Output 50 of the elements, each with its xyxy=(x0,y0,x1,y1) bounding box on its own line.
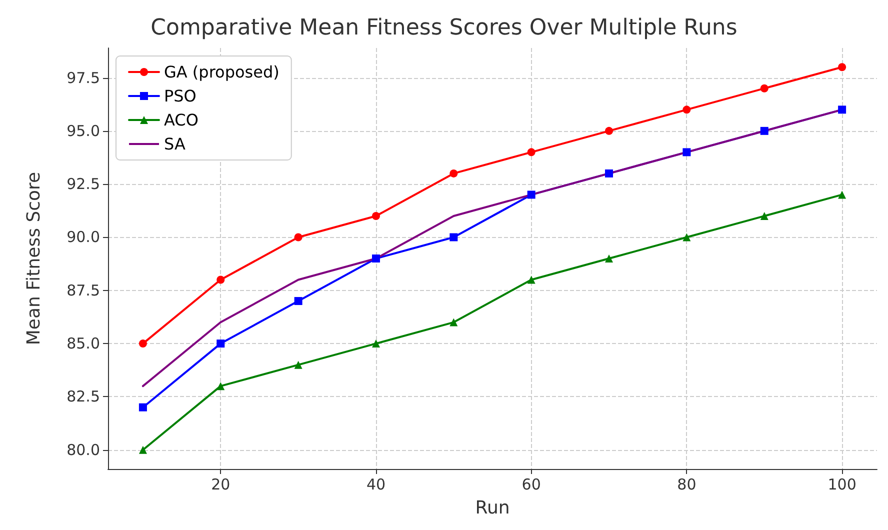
point xyxy=(294,360,302,369)
point xyxy=(527,276,536,284)
y-tick-label: 95.0 xyxy=(66,122,100,140)
y-tick-label: 87.5 xyxy=(66,281,100,300)
y-tick-label: 85.0 xyxy=(66,334,100,353)
point xyxy=(372,340,380,348)
point xyxy=(216,382,225,390)
point xyxy=(216,276,225,284)
point xyxy=(682,148,691,156)
legend-label: PSO xyxy=(164,86,196,106)
point xyxy=(838,106,846,114)
y-axis-title: Mean Fitness Score xyxy=(24,172,44,346)
point xyxy=(450,233,458,242)
legend-label: ACO xyxy=(164,110,198,130)
y-tick-label: 82.5 xyxy=(66,388,100,406)
point xyxy=(294,233,302,242)
y-tick-label: 92.5 xyxy=(66,175,100,194)
point xyxy=(760,126,768,135)
x-tick-label: 100 xyxy=(828,476,856,494)
point xyxy=(216,340,225,348)
point xyxy=(294,297,302,306)
point xyxy=(527,148,536,156)
point xyxy=(605,126,614,135)
point xyxy=(760,212,768,220)
legend-label: SA xyxy=(164,134,186,154)
point xyxy=(138,446,147,454)
x-tick-label: 80 xyxy=(677,476,696,494)
legend-label: GA (proposed) xyxy=(164,62,280,82)
y-tick-label: 80.0 xyxy=(66,440,100,459)
chart-title: Comparative Mean Fitness Scores Over Multiple Runs xyxy=(150,16,738,40)
point xyxy=(372,254,380,262)
x-tick-label: 40 xyxy=(366,476,386,494)
x-axis-title: Run xyxy=(475,498,510,518)
point xyxy=(138,340,147,348)
point xyxy=(450,318,458,326)
point xyxy=(138,403,147,412)
point xyxy=(605,169,614,178)
y-tick-label: 97.5 xyxy=(66,68,100,87)
point xyxy=(450,169,458,178)
y-tick-label: 90.0 xyxy=(66,228,100,246)
point xyxy=(605,254,614,262)
x-tick-label: 20 xyxy=(211,476,230,494)
point xyxy=(838,190,846,199)
point xyxy=(838,63,846,72)
point xyxy=(682,106,691,114)
point xyxy=(682,233,691,242)
point xyxy=(372,212,380,220)
x-tick-label: 60 xyxy=(522,476,541,494)
point xyxy=(760,84,768,92)
point xyxy=(527,190,536,199)
